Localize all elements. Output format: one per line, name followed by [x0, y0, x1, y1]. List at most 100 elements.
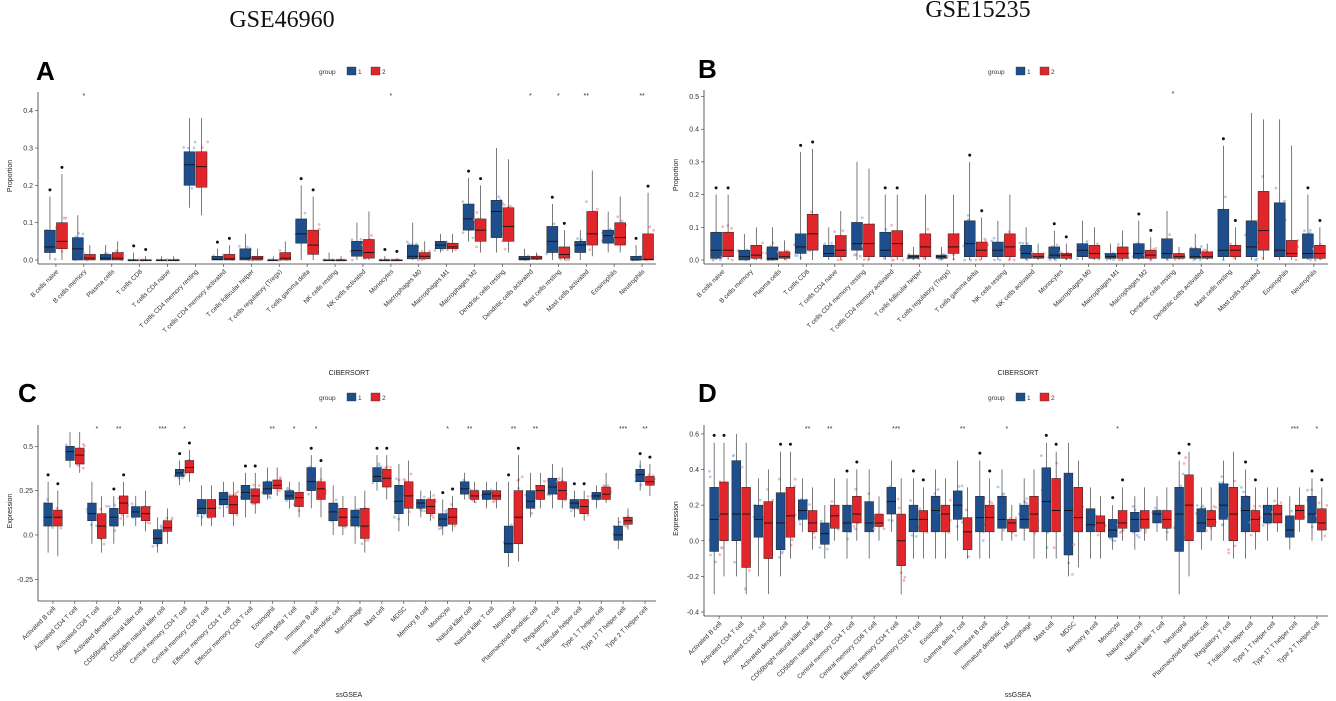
data-point	[887, 518, 891, 522]
data-point	[1168, 233, 1172, 237]
box-series-1	[775, 492, 786, 550]
significance-mark: ***	[892, 426, 900, 433]
data-point	[784, 258, 788, 262]
data-point	[193, 140, 197, 144]
data-point	[1233, 544, 1237, 548]
data-point	[854, 487, 858, 491]
data-point	[1116, 243, 1120, 246]
data-point	[1182, 462, 1186, 465]
significance-mark: **	[584, 93, 590, 100]
data-point	[130, 502, 134, 506]
data-point	[192, 146, 196, 150]
significance-mark: **	[805, 426, 811, 433]
box-series-2	[763, 501, 773, 559]
box-series-2	[1257, 191, 1270, 251]
data-point	[618, 520, 622, 524]
data-point	[836, 527, 840, 531]
box-series-2	[223, 254, 236, 261]
data-point	[350, 238, 354, 242]
data-point	[1014, 516, 1018, 520]
y-tick-label: 0.0	[23, 532, 33, 539]
outlier-point	[319, 459, 323, 463]
significance-mark: *	[315, 426, 318, 433]
box-series-1	[574, 241, 586, 253]
box-series-2	[404, 481, 414, 509]
data-point	[948, 498, 952, 502]
outlier-point	[572, 482, 576, 486]
x-tick-label: Neutrophils	[1290, 268, 1319, 297]
data-point	[557, 477, 561, 480]
x-tick-label: Mast cell	[1033, 620, 1056, 643]
x-axis-label: CIBERSORT	[329, 370, 370, 377]
data-point	[714, 560, 717, 564]
box-series-1	[547, 477, 558, 495]
outlier-point	[1177, 451, 1181, 455]
data-point	[938, 257, 941, 261]
data-point	[379, 465, 383, 468]
x-tick-label: Gamma delta T cell	[922, 620, 967, 665]
box-series-2	[874, 513, 884, 527]
significance-mark: ***	[619, 426, 627, 433]
box-series-1	[460, 481, 470, 495]
data-point	[1026, 242, 1030, 245]
box-series-2	[491, 490, 502, 500]
legend-swatch	[1039, 392, 1050, 402]
box-series-2	[919, 233, 932, 257]
box-series-1	[1041, 467, 1051, 533]
data-point	[1224, 195, 1227, 199]
data-point	[823, 242, 827, 246]
data-point	[998, 258, 1002, 262]
data-point	[914, 534, 918, 538]
box-series-2	[360, 508, 370, 539]
data-point	[55, 506, 59, 510]
legend-title: group	[319, 69, 336, 76]
significance-mark: **	[642, 426, 648, 433]
box-series-2	[446, 242, 459, 250]
data-point	[385, 465, 389, 469]
box-series-1	[1152, 510, 1162, 524]
data-point	[922, 256, 926, 260]
box-series-2	[1229, 245, 1242, 257]
legend-label: 1	[358, 69, 362, 76]
outlier-point	[1054, 442, 1058, 446]
data-point	[1227, 548, 1230, 552]
legend: group 1 2	[988, 66, 1055, 76]
data-point	[860, 216, 864, 220]
outlier-point	[799, 143, 803, 147]
data-point	[407, 242, 411, 246]
data-point	[901, 258, 905, 262]
data-point	[552, 222, 556, 226]
data-point	[569, 509, 573, 513]
data-point	[812, 531, 816, 535]
box-series-1	[766, 246, 779, 261]
data-point	[830, 499, 834, 503]
data-point	[719, 258, 722, 262]
y-tick-label: 0.0	[689, 538, 699, 545]
data-point	[890, 258, 894, 262]
outlier-point	[178, 452, 182, 456]
outlier-point	[1121, 478, 1125, 482]
outlier-point	[187, 441, 191, 445]
data-point	[450, 503, 453, 506]
significance-mark: *	[1172, 91, 1175, 98]
significance-mark: **	[960, 426, 966, 433]
outlier-point	[1320, 478, 1324, 482]
box-series-2	[272, 479, 282, 490]
data-point	[1120, 258, 1124, 262]
data-point	[359, 237, 363, 241]
box-series-1	[416, 499, 426, 509]
data-point	[190, 186, 194, 190]
significance-mark: *	[1116, 426, 1119, 433]
data-point	[105, 504, 108, 508]
box-series-2	[279, 252, 291, 261]
box-series-2	[53, 509, 63, 527]
data-point	[1055, 461, 1059, 465]
x-tick-label: T cells follicular helper	[205, 268, 256, 319]
box-series-2	[985, 504, 995, 533]
data-point	[1117, 258, 1121, 262]
data-point	[903, 575, 907, 579]
x-axis-label: ssGSEA	[336, 692, 363, 699]
box-series-2	[806, 213, 819, 251]
box-series-2	[1285, 240, 1298, 257]
